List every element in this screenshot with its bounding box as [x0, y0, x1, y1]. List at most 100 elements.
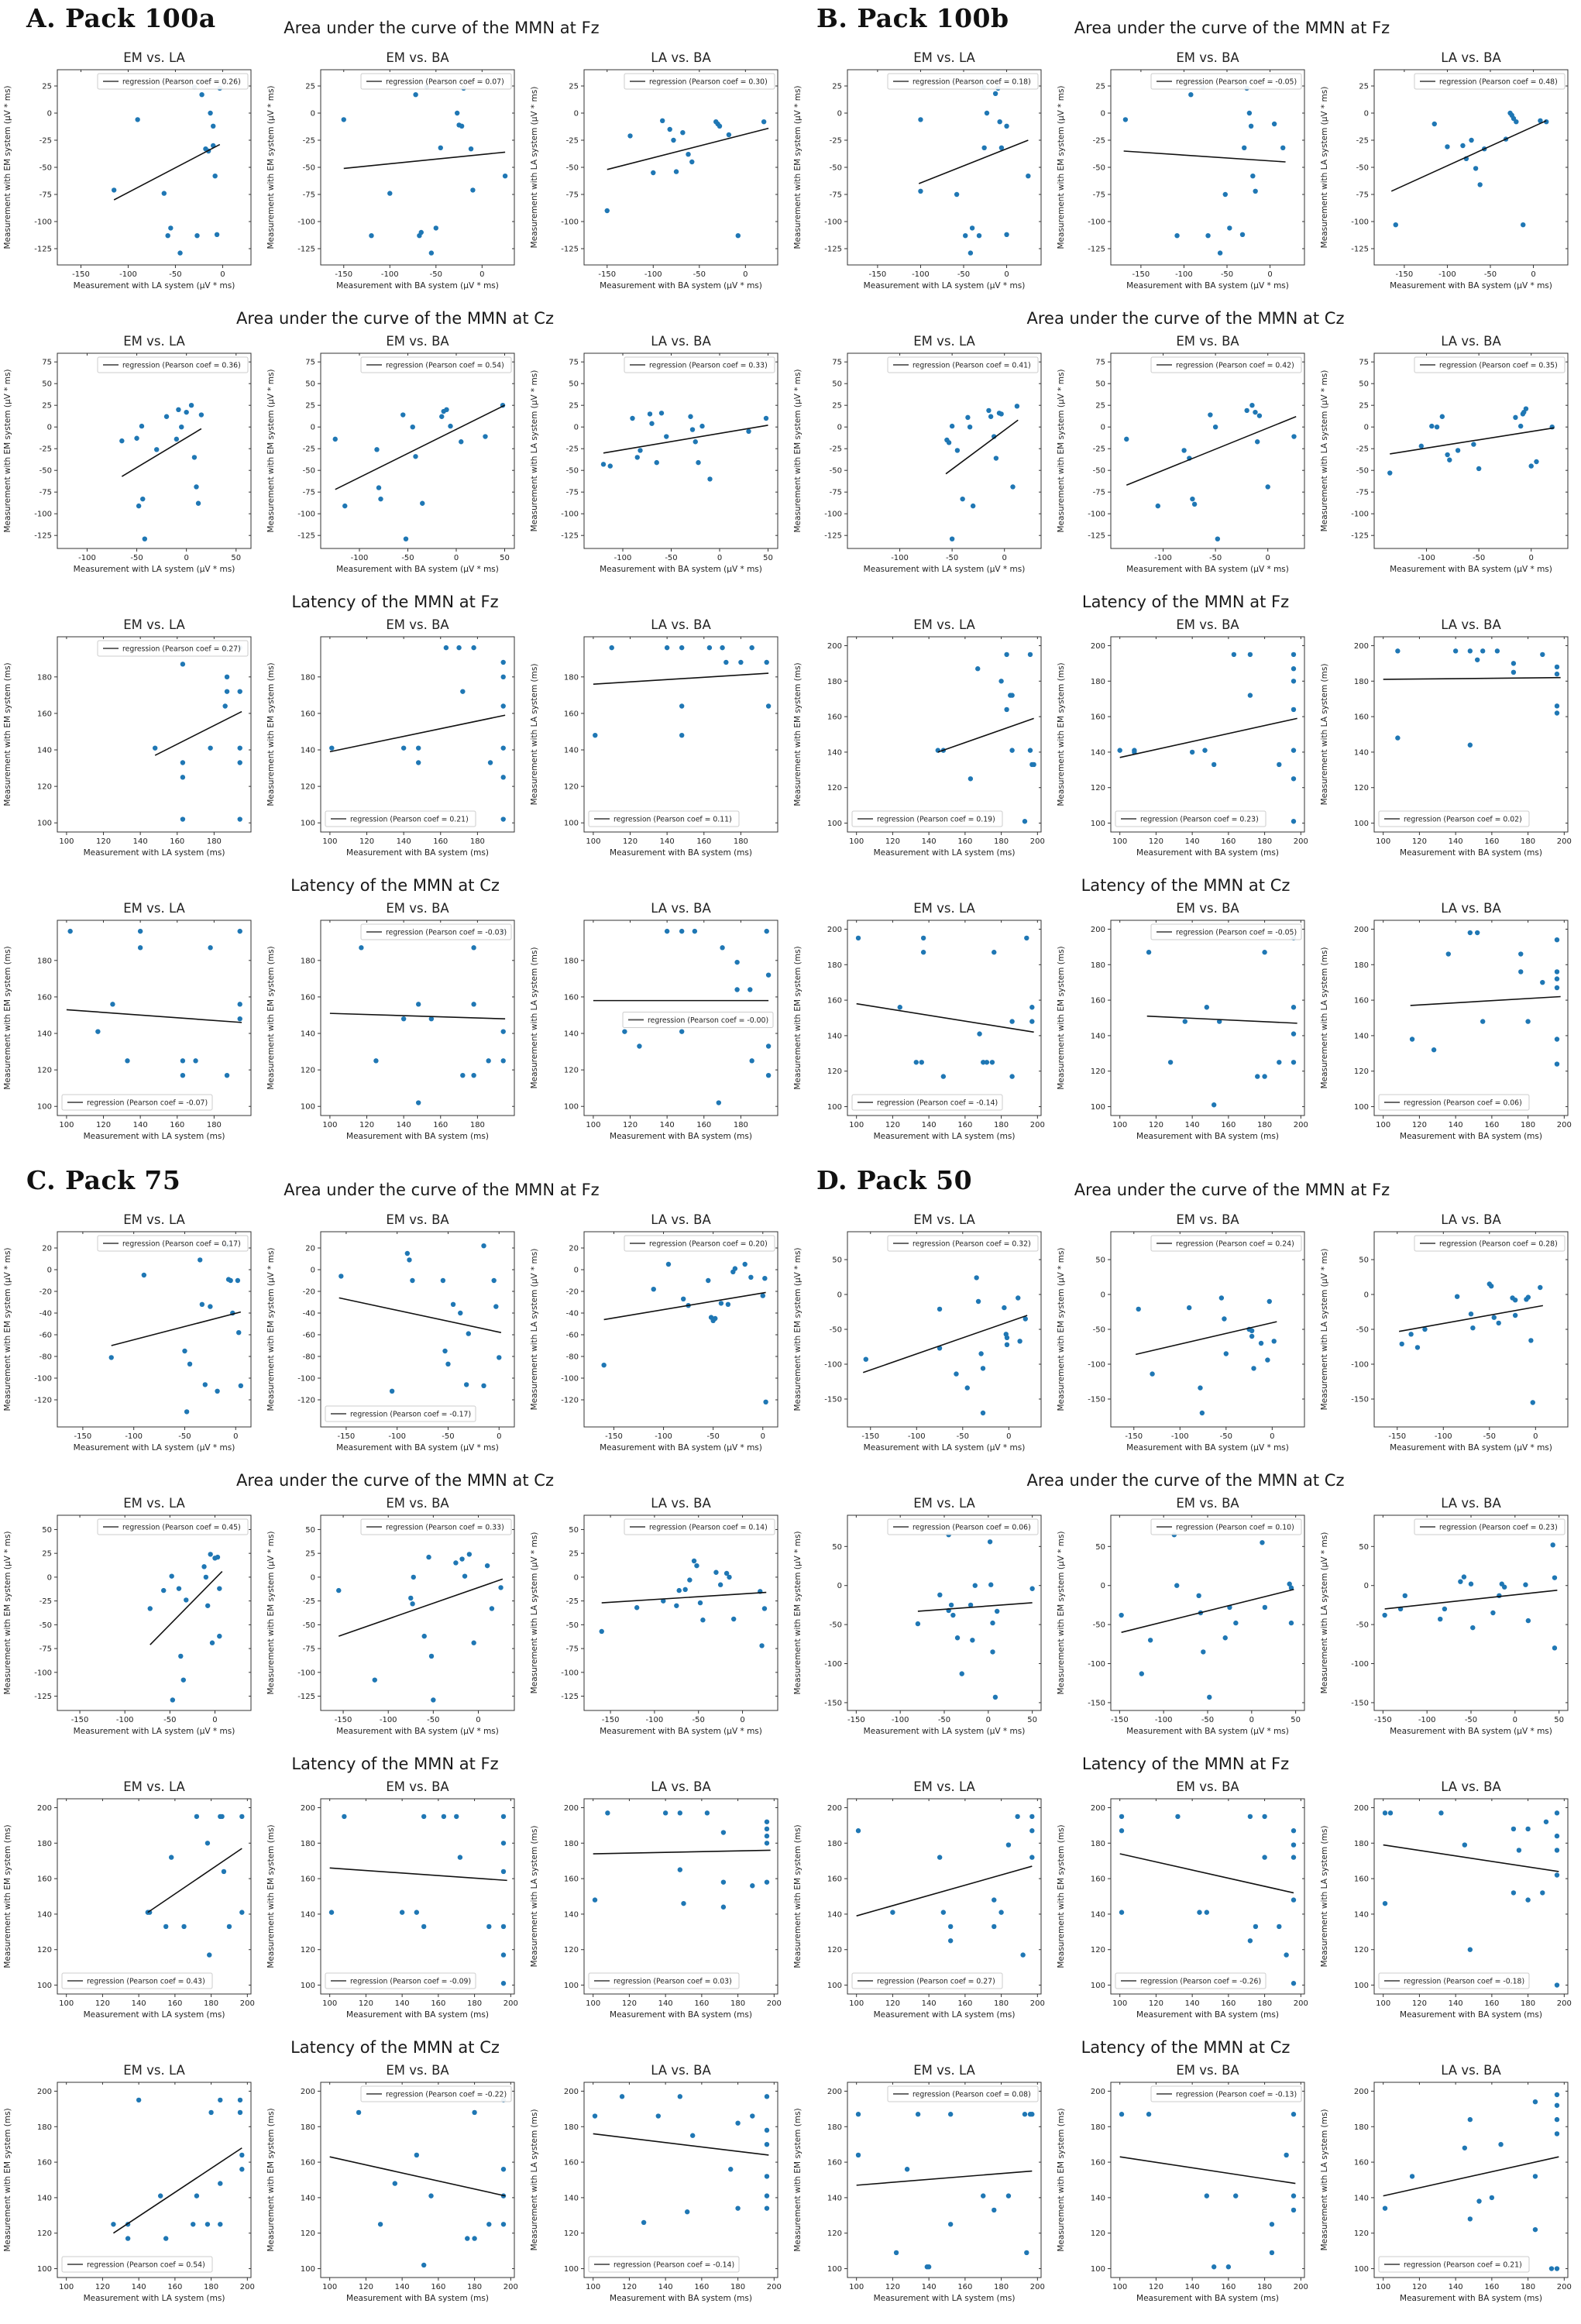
- subplot-title: EM vs. BA: [1176, 1779, 1239, 1794]
- x-tick-label: 0: [1249, 1716, 1254, 1724]
- x-tick-label: 100: [1376, 837, 1390, 846]
- x-axis-label: Measurement with BA system (ms): [1400, 2010, 1542, 2020]
- data-point: [1029, 1813, 1035, 1820]
- legend: regression (Pearson coef = 0.06): [887, 1518, 1039, 1535]
- legend: regression (Pearson coef = 0.10): [1150, 1518, 1302, 1535]
- y-tick-label: 75: [42, 359, 52, 367]
- x-tick-label: 120: [1149, 837, 1163, 846]
- x-tick-label: 140: [133, 1121, 148, 1129]
- data-point: [981, 1060, 986, 1065]
- y-tick-label: 0: [1364, 424, 1369, 432]
- y-tick-label: 120: [1091, 784, 1105, 792]
- data-point: [404, 1250, 411, 1257]
- y-tick-label: -75: [40, 489, 52, 497]
- data-point: [410, 1277, 415, 1284]
- y-tick-label: 0: [837, 110, 842, 119]
- data-point: [627, 133, 633, 139]
- data-point: [218, 2181, 223, 2186]
- y-tick-label: -50: [1356, 467, 1369, 476]
- data-point: [937, 1855, 943, 1860]
- x-axis-label: Measurement with BA system (ms): [1400, 848, 1542, 858]
- data-point: [174, 436, 180, 442]
- data-point: [154, 447, 160, 452]
- subplot-title: EM vs. BA: [386, 50, 449, 65]
- data-point: [947, 2222, 954, 2227]
- regression-line: [150, 1570, 223, 1645]
- y-tick-label: -75: [1356, 489, 1369, 497]
- x-tick-label: -50: [1209, 554, 1222, 562]
- x-tick-label: 0: [1529, 554, 1534, 562]
- data-point: [1554, 1061, 1560, 1067]
- data-point: [949, 423, 955, 429]
- y-tick-label: 160: [827, 997, 842, 1006]
- legend-label: regression (Pearson coef = 0.14): [649, 1524, 768, 1532]
- data-point: [689, 427, 696, 432]
- y-tick-label: -25: [40, 445, 52, 454]
- x-tick-label: -50: [665, 554, 677, 562]
- x-tick-label: 180: [467, 2283, 482, 2291]
- x-tick-label: 160: [957, 1121, 972, 1129]
- scatter-points: [592, 1810, 770, 1910]
- y-tick-label: 200: [37, 2088, 52, 2096]
- x-tick-label: 120: [95, 1999, 110, 2008]
- y-tick-label: -125: [1088, 532, 1105, 541]
- data-point: [1525, 1897, 1531, 1903]
- data-point: [217, 1633, 222, 1639]
- data-point: [746, 428, 751, 434]
- x-tick-label: 0: [454, 554, 459, 562]
- y-tick-label: -40: [40, 1310, 52, 1318]
- legend: regression (Pearson coef = 0.23): [1414, 1518, 1566, 1535]
- data-point: [500, 1923, 507, 1930]
- subplot-title: EM vs. BA: [1176, 1496, 1239, 1511]
- data-point: [948, 1602, 954, 1608]
- x-tick-label: 180: [994, 837, 1009, 846]
- x-tick-label: -50: [1220, 1432, 1232, 1441]
- legend-box: [1414, 1235, 1566, 1252]
- data-point: [748, 1274, 754, 1280]
- data-point: [134, 435, 139, 441]
- data-point: [336, 1587, 342, 1593]
- scatter-points: [1393, 110, 1549, 228]
- legend-box: [887, 2085, 1039, 2102]
- x-tick-label: 140: [660, 837, 675, 846]
- legend: regression (Pearson coef = 0.42): [1150, 356, 1302, 373]
- legend-label: regression (Pearson coef = 0.20): [649, 1240, 768, 1249]
- x-tick-label: 140: [132, 1999, 146, 2008]
- x-tick-label: 160: [431, 2283, 445, 2291]
- y-tick-label: 120: [827, 784, 842, 792]
- data-point: [1262, 1074, 1267, 1079]
- plots-row: EM vs. LA 100 120 140 160 180 100 120 140 160 180 M…: [0, 617, 790, 872]
- data-point: [693, 439, 698, 445]
- legend-label: regression (Pearson coef = 0.23): [1140, 816, 1259, 824]
- regression-line: [593, 672, 769, 686]
- plot-frame: [320, 1514, 515, 1711]
- y-tick-label: -150: [824, 1699, 842, 1707]
- data-point: [389, 1388, 395, 1394]
- data-point: [329, 745, 335, 751]
- legend-box: [624, 73, 775, 90]
- data-point: [444, 407, 449, 412]
- x-axis-label: Measurement with BA system (ms): [1136, 2010, 1279, 2020]
- data-point: [682, 1587, 688, 1593]
- data-point: [1222, 1316, 1227, 1322]
- scatter-points: [1117, 651, 1297, 824]
- x-tick-label: 120: [359, 1121, 374, 1129]
- data-point: [920, 935, 926, 941]
- y-tick-label: -100: [1088, 218, 1105, 227]
- scatter-points: [1146, 935, 1297, 1108]
- x-tick-label: 180: [467, 1999, 482, 2008]
- data-point: [1022, 1316, 1028, 1322]
- data-point: [954, 191, 960, 198]
- data-point: [688, 414, 693, 419]
- legend-label: regression (Pearson coef = -0.17): [350, 1411, 471, 1419]
- plots-row: EM vs. LA -100 -50 0 75 50 25 0 -25 -50 -75 -100 -12…: [790, 333, 1581, 589]
- regression-line: [1119, 2156, 1296, 2185]
- data-point: [208, 1304, 213, 1309]
- scatter-points: [592, 2094, 770, 2226]
- scatter-points: [1409, 930, 1560, 1067]
- subplot-title: EM vs. LA: [123, 2063, 185, 2078]
- plots-row: EM vs. LA -150 -100 -50 0 25 0 -25 -50 -75 -100 -12…: [0, 50, 790, 305]
- data-point: [1196, 1593, 1201, 1599]
